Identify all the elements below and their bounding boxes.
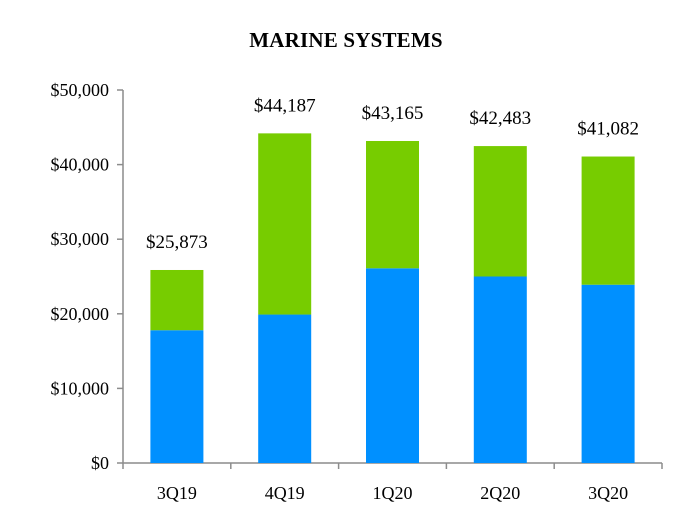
bar-segment-lower-2q20 [473,276,527,463]
bar-segment-lower-3q19 [150,330,204,463]
y-tick-label: $10,000 [51,378,110,398]
total-label-2q20: $42,483 [469,108,531,129]
total-label-1q20: $43,165 [362,103,424,124]
x-tick-label: 2Q20 [480,483,520,503]
y-tick-label: $20,000 [51,304,110,324]
x-axis: 3Q19 4Q19 1Q20 2Q20 3Q20 [122,462,663,503]
chart-title: MARINE SYSTEMS [249,28,443,52]
total-labels: $25,873 $44,187 $43,165 $42,483 $41,082 [146,95,639,253]
x-tick-label: 3Q20 [588,483,628,503]
bar-segment-upper-4q19 [258,133,312,315]
bars [150,133,635,463]
y-axis: $0 $10,000 $20,000 $30,000 $40,000 $50,000 [51,80,124,473]
bar-segment-upper-2q20 [473,146,527,277]
bar-segment-lower-4q19 [258,314,312,463]
total-label-3q20: $41,082 [577,119,639,140]
y-tick-label: $0 [91,453,109,473]
y-tick-label: $40,000 [51,155,110,175]
bar-segment-upper-3q19 [150,269,204,331]
total-label-3q19: $25,873 [146,232,208,253]
total-label-4q19: $44,187 [254,95,316,116]
x-tick-label: 1Q20 [373,483,413,503]
bar-segment-lower-1q20 [366,268,419,463]
bar-segment-upper-3q20 [581,156,635,285]
x-tick-label: 4Q19 [265,483,305,503]
y-tick-label: $30,000 [51,229,110,249]
x-tick-label: 3Q19 [157,483,197,503]
bar-segment-lower-3q20 [581,284,635,463]
bar-segment-upper-1q20 [366,140,419,269]
y-tick-label: $50,000 [51,80,110,100]
